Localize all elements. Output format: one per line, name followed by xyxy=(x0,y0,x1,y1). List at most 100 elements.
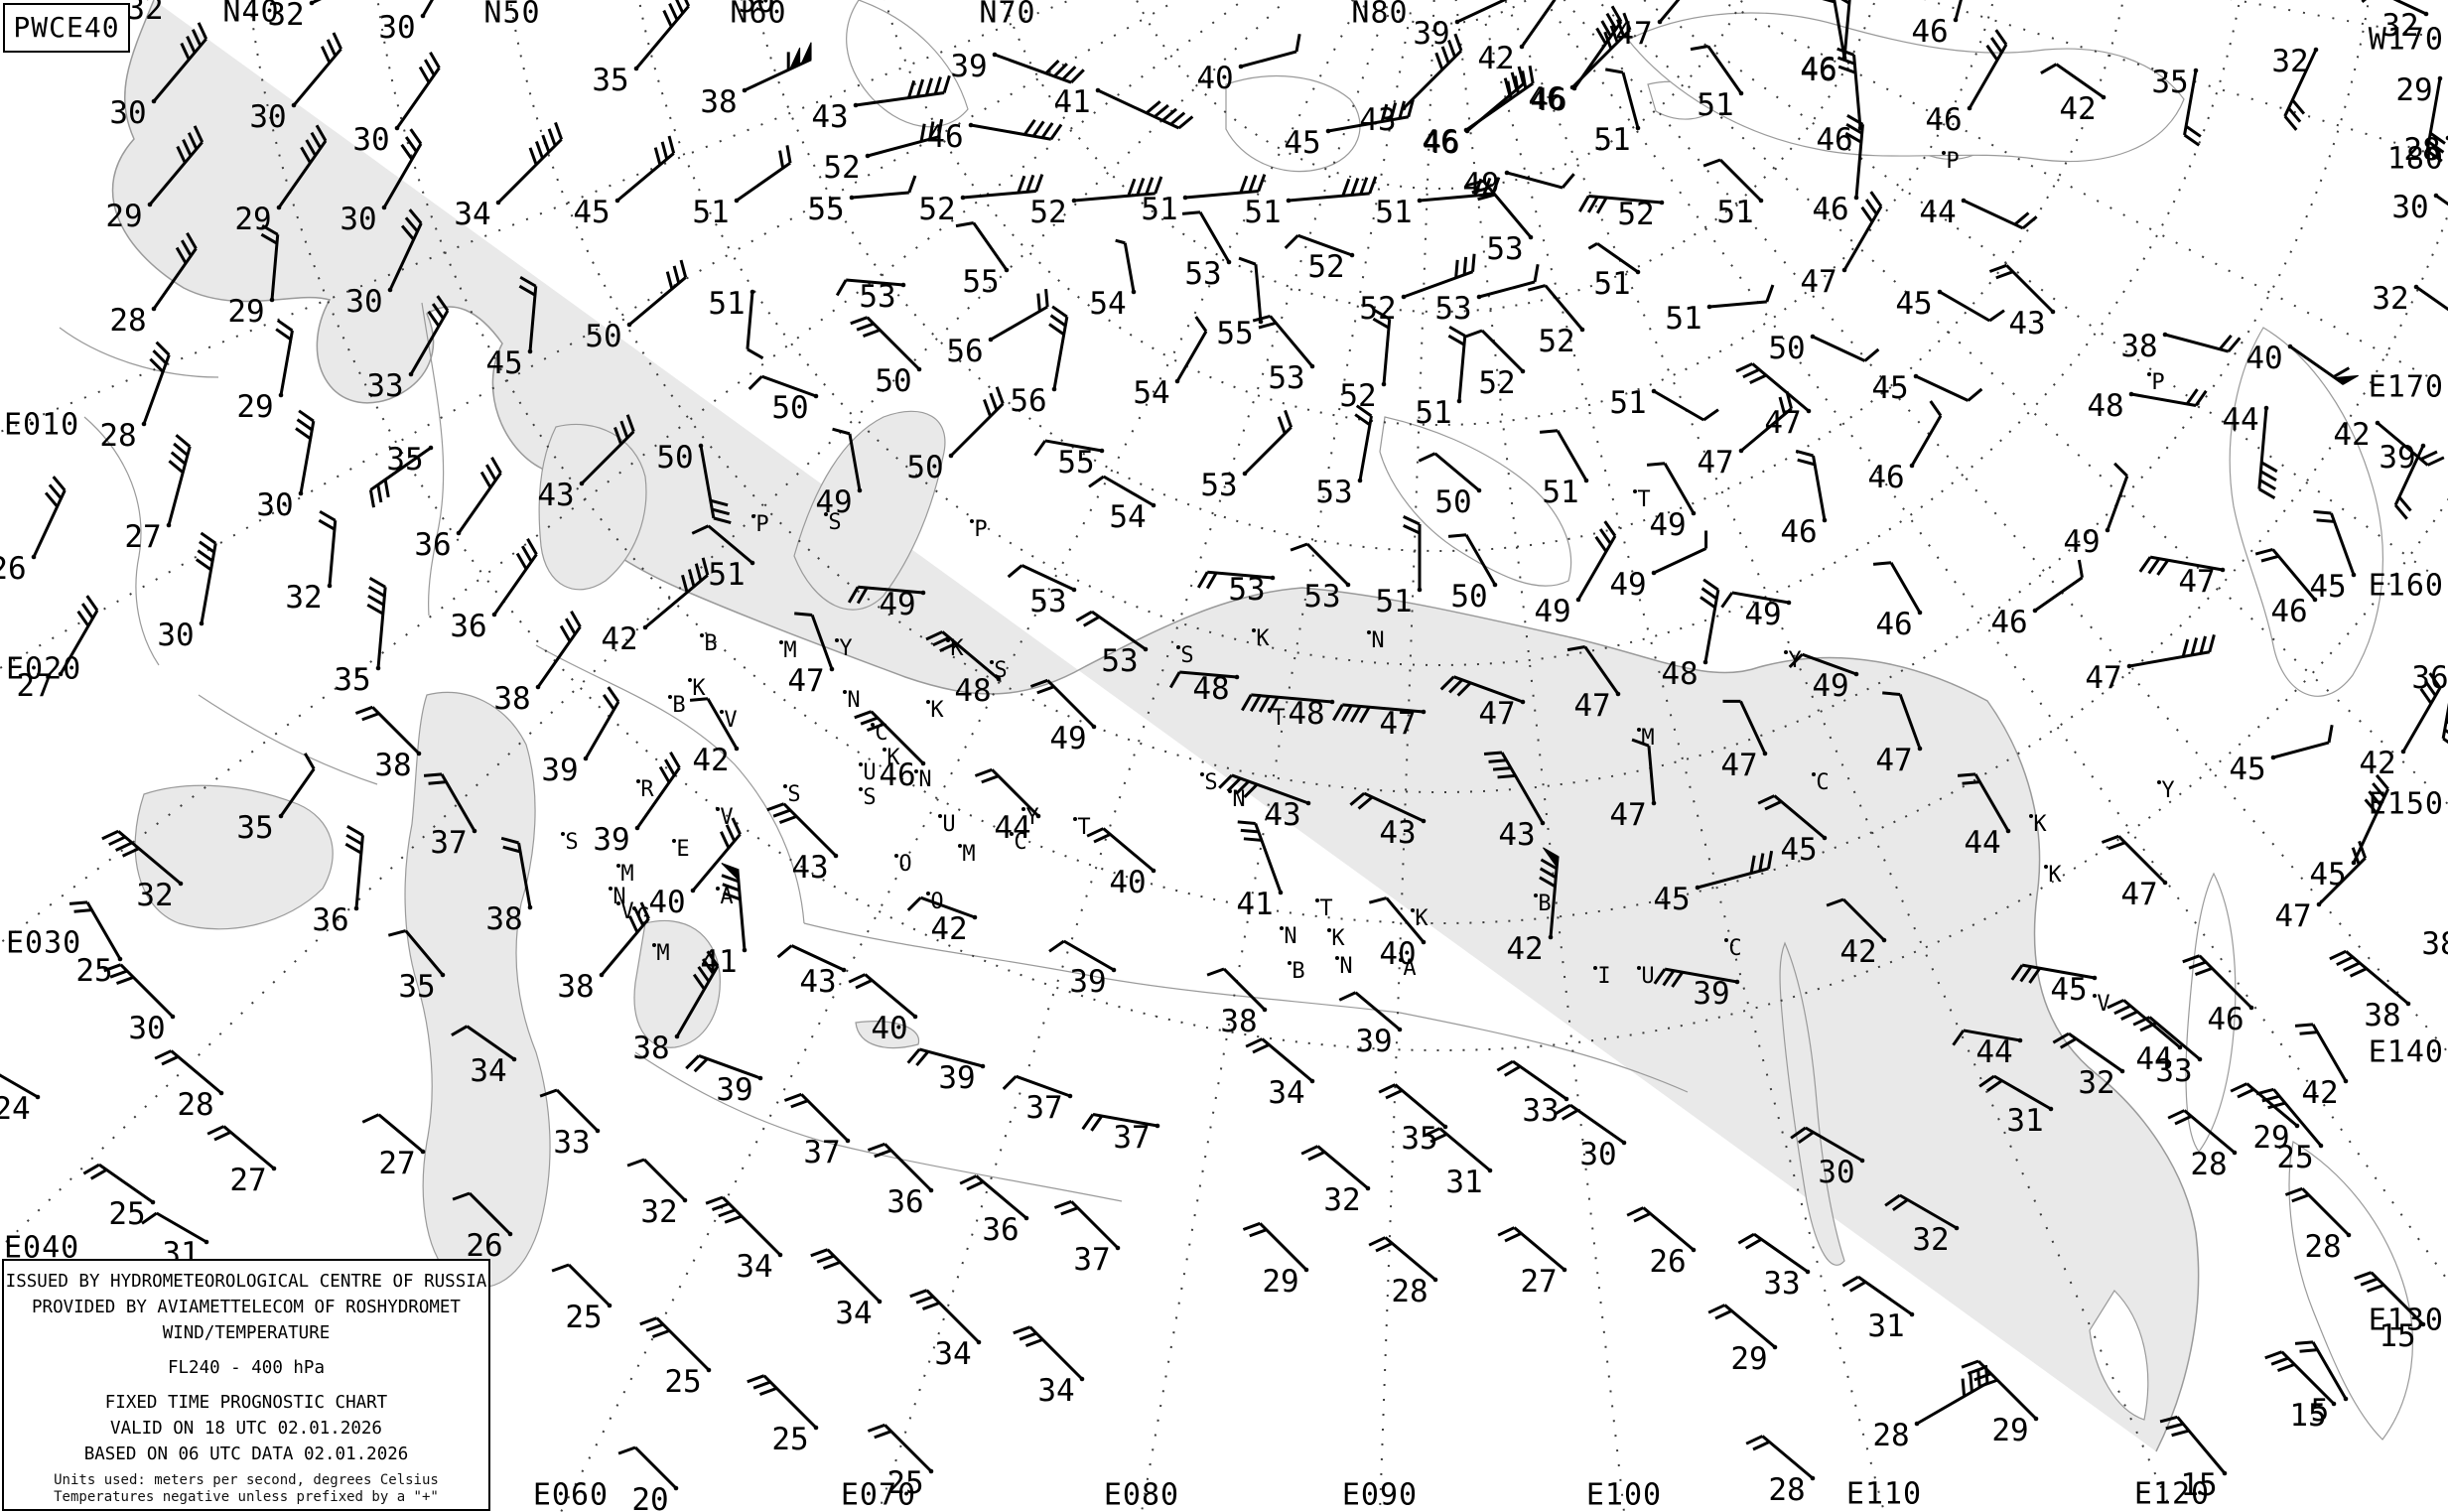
wind-barb-feather xyxy=(1962,780,1980,785)
wind-barb-feather xyxy=(710,498,729,507)
wind-barb-feather xyxy=(1978,1074,1995,1088)
wind-barb-feather xyxy=(1752,1441,1770,1451)
wind-barb-shaft xyxy=(1761,1435,1814,1480)
wind-barb-feather xyxy=(1788,653,1804,668)
station-temperature: 38 xyxy=(700,84,737,120)
station-temperature: 55 xyxy=(1057,445,1094,481)
station-temperature: 51 xyxy=(1375,584,1412,619)
wind-barb-shaft xyxy=(1621,71,1640,129)
wind-barb-feather xyxy=(723,892,742,901)
station-temperature: 38 xyxy=(557,969,594,1005)
wind-barb-feather xyxy=(2264,1350,2283,1360)
city-dot xyxy=(783,784,787,788)
edge-label-e090: E090 xyxy=(1341,1477,1419,1512)
wind-barb-shaft xyxy=(1251,693,1333,704)
station-temperature: 29 xyxy=(2395,72,2432,108)
wind-barb-feather xyxy=(1700,587,1718,601)
wind-barb-feather xyxy=(115,841,133,852)
wind-barb-feather xyxy=(1690,45,1708,52)
wind-barb-feather xyxy=(1528,65,1535,84)
wind-barb-feather xyxy=(1241,694,1253,712)
land-chukotka xyxy=(1627,12,2185,163)
station-temperature: 34 xyxy=(470,1053,506,1089)
wind-barb-feather xyxy=(663,758,676,776)
wind-barb-shaft xyxy=(1015,1074,1071,1098)
wind-barb-feather xyxy=(318,518,336,531)
wind-barb-feather xyxy=(173,442,189,457)
city-letter: C xyxy=(875,721,887,746)
station-temperature: 33 xyxy=(553,1125,590,1161)
wind-barb-feather xyxy=(547,128,557,147)
wind-barb-feather xyxy=(2316,518,2335,523)
wind-barb-feather xyxy=(867,1423,885,1433)
wind-barb-feather xyxy=(874,1149,892,1159)
wind-barb-shaft xyxy=(1063,939,1115,972)
station-temperature: 39 xyxy=(593,822,629,858)
wind-barb-feather xyxy=(1349,705,1362,723)
wind-barb-feather xyxy=(721,874,740,884)
station-temperature: 30 xyxy=(157,618,194,653)
wind-barb-shaft xyxy=(279,767,316,817)
wind-barb-shaft xyxy=(2183,69,2198,136)
station-temperature: 27 xyxy=(229,1163,266,1198)
wind-barb-shaft xyxy=(382,143,423,208)
wind-barb-feather xyxy=(1145,100,1161,114)
wind-barb-feather xyxy=(2372,782,2386,798)
wind-barb-feather xyxy=(1380,103,1389,122)
island-japan xyxy=(2288,1141,2414,1441)
station-temperature: 25 xyxy=(886,1465,923,1501)
wind-barb-shaft xyxy=(2198,954,2253,1010)
wind-barb-shaft xyxy=(1240,50,1297,69)
wind-barb-feather xyxy=(1357,795,1374,810)
wind-barb-feather xyxy=(141,1211,158,1225)
edge-label-e020: E020 xyxy=(6,651,82,687)
city-dot xyxy=(561,832,565,836)
city-letter: S xyxy=(787,782,800,807)
city-letter: S xyxy=(1180,643,1193,668)
wind-barb-shaft xyxy=(1342,703,1425,714)
wind-barb-feather xyxy=(2426,149,2443,163)
wind-barb-feather xyxy=(2349,967,2368,978)
wind-barb-feather xyxy=(1929,400,1943,417)
station-temperature: 34 xyxy=(454,197,490,232)
wind-barb-shaft xyxy=(642,1158,687,1202)
wind-barb-feather xyxy=(2120,1010,2138,1021)
wind-barb-feather xyxy=(1702,408,1719,422)
city-dot xyxy=(779,640,783,644)
city-letter: N xyxy=(612,885,625,909)
wind-barb-feather xyxy=(697,965,711,983)
wind-barb-shaft xyxy=(536,625,582,688)
wind-barb-feather xyxy=(772,808,791,818)
wind-barb-feather xyxy=(2138,556,2152,573)
chart-type-line: WIND/TEMPERATURE xyxy=(162,1323,331,1343)
wind-barb-pennant xyxy=(788,47,801,70)
wind-barb-shaft xyxy=(1915,374,1970,402)
wind-barb-feather xyxy=(1169,111,1186,126)
station-temperature: 41 xyxy=(1236,887,1273,922)
wind-barb-feather xyxy=(1967,1365,1985,1375)
wind-barb-pennant xyxy=(2333,374,2360,385)
wind-barb-shaft xyxy=(870,710,925,765)
wind-barb-feather xyxy=(85,595,99,612)
wind-barb-feather xyxy=(2313,509,2332,515)
issued-by-line: ISSUED BY HYDROMETEOROLOGICAL CENTRE OF … xyxy=(5,1272,487,1292)
wind-barb-feather xyxy=(2291,1193,2310,1203)
wind-barb-feather xyxy=(685,1054,701,1070)
edge-label-e130: E130 xyxy=(2368,1303,2444,1338)
wind-barb-shaft xyxy=(1254,264,1263,323)
wind-barb-feather xyxy=(668,3,679,21)
station-temperature: 43 xyxy=(1264,797,1300,833)
station-temperature: 47 xyxy=(1615,16,1652,52)
wind-barb-feather xyxy=(2185,388,2199,405)
wind-barb-shaft xyxy=(634,5,690,69)
wind-barb-feather xyxy=(387,929,407,937)
wind-barb-feather xyxy=(121,847,140,858)
city-letter: O xyxy=(930,890,943,914)
wind-barb-feather xyxy=(1595,197,1608,214)
wind-barb-feather xyxy=(429,52,441,69)
wind-barb-feather xyxy=(1594,535,1608,553)
edge-label-e040: E040 xyxy=(4,1230,80,1266)
city-letter: P xyxy=(1946,149,1959,174)
city-dot xyxy=(1315,898,1319,902)
wind-barb-feather xyxy=(1961,1378,1967,1397)
